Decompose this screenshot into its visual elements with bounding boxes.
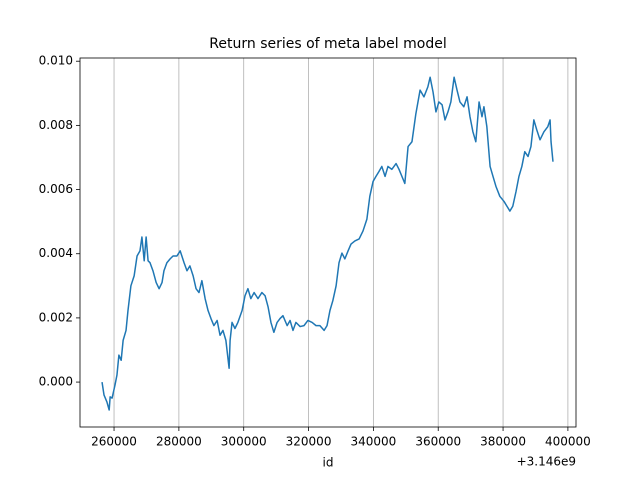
x-tick-label: 360000 — [415, 435, 461, 449]
y-tick-label: 0.008 — [39, 118, 73, 132]
y-tick-label: 0.000 — [39, 375, 73, 389]
y-tick-label: 0.006 — [39, 182, 73, 196]
x-tick-label: 380000 — [480, 435, 526, 449]
x-tick-label: 260000 — [91, 435, 137, 449]
x-tick-label: 300000 — [221, 435, 267, 449]
x-tick-label: 340000 — [350, 435, 396, 449]
y-tick-label: 0.004 — [39, 246, 73, 260]
chart-title: Return series of meta label model — [209, 36, 446, 52]
y-tick-label: 0.010 — [39, 54, 73, 68]
x-axis-label: id — [323, 456, 334, 470]
x-tick-label: 320000 — [286, 435, 332, 449]
y-tick-label: 0.002 — [39, 310, 73, 324]
x-tick-label: 280000 — [156, 435, 202, 449]
plot-frame — [79, 57, 577, 428]
x-tick-label: 400000 — [545, 435, 591, 449]
line-series — [101, 76, 554, 411]
x-offset-label: +3.146e9 — [517, 455, 576, 469]
